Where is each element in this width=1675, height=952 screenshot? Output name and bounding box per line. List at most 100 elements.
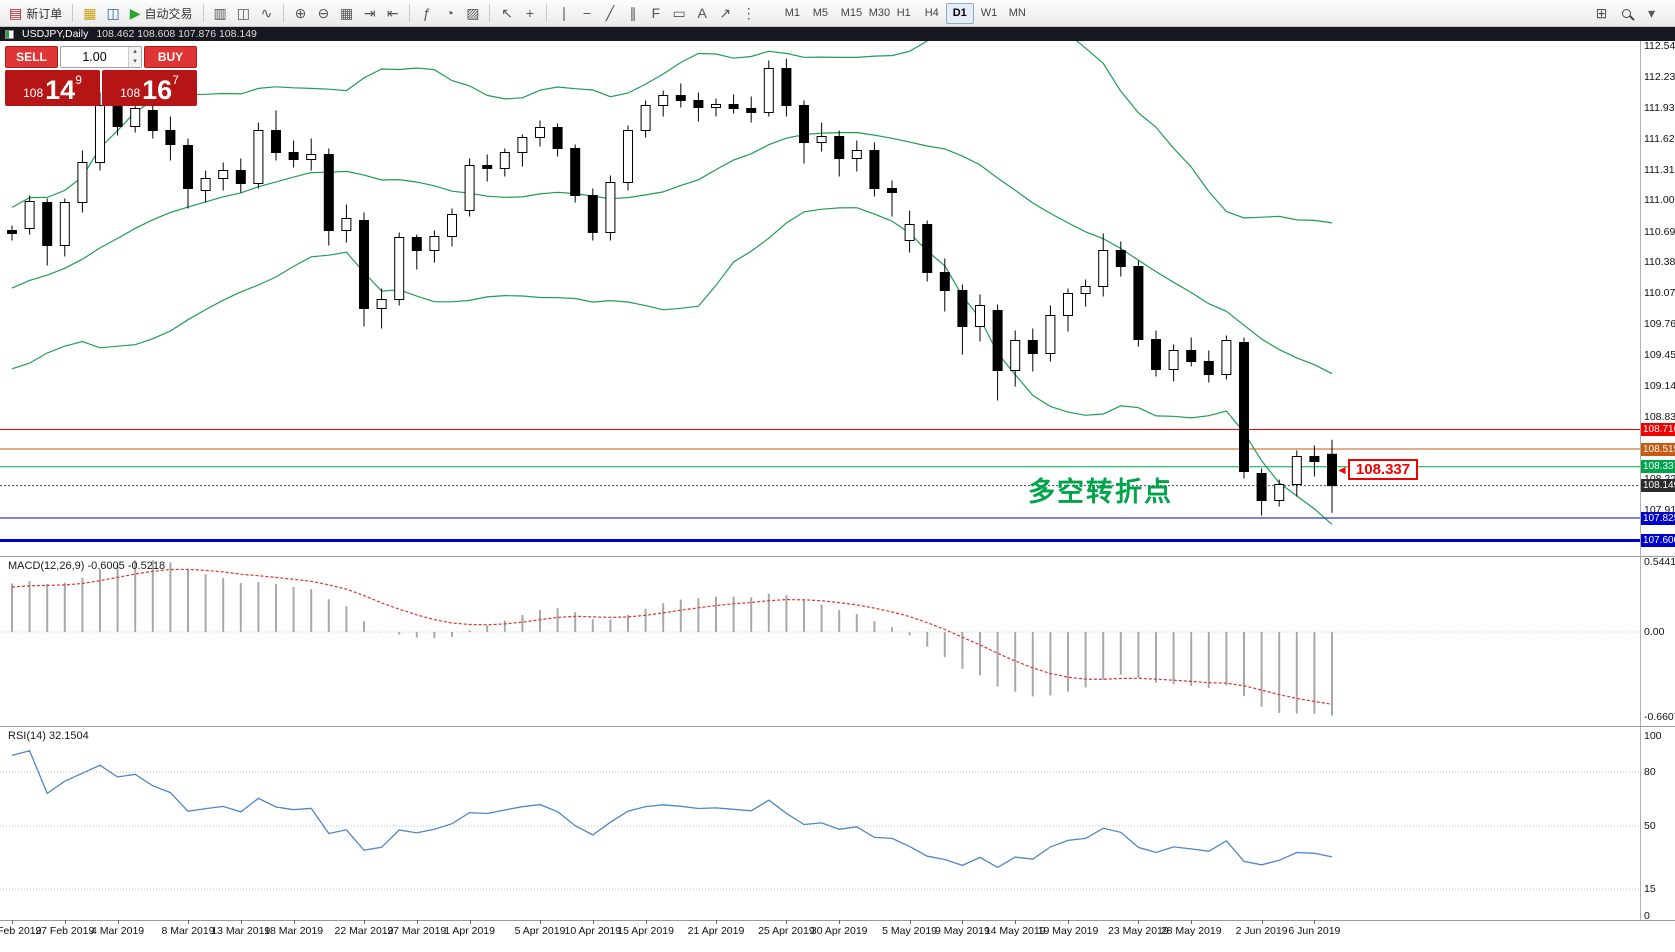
rsi-axis-label: 0 (1644, 910, 1650, 922)
chart-shift-button[interactable]: ⇤ (381, 2, 404, 24)
toolbar-buttons: ▤ 新订单 ▦ ◫ ▶ 自动交易 ▥ ◫ ∿ ⊕ ⊖ ▦ ⇥ ⇤ ƒ ◔ ▨ ↖ + ∣ − ╱ ∥ F ▭ A ↗ ⋮ (4, 2, 761, 24)
date-label: 25 Apr 2019 (758, 925, 815, 937)
fibonacci-button[interactable]: F (644, 2, 667, 24)
price-tick: 109.145 (1644, 380, 1675, 392)
date-tick (1314, 920, 1316, 924)
candlestick-chart-button[interactable]: ◫ (232, 2, 255, 24)
date-tick (1191, 920, 1193, 924)
date-label: 22 Feb 2019 (0, 925, 42, 937)
profiles-icon: ◫ (106, 5, 120, 21)
line-chart-button[interactable]: ∿ (255, 2, 278, 24)
arrow-tool-button[interactable]: ↗ (714, 2, 737, 24)
indicators-icon: ƒ (422, 5, 431, 21)
crosshair-button[interactable]: + (518, 2, 541, 24)
date-label: 18 Mar 2019 (264, 925, 324, 937)
channel-button[interactable]: ∥ (621, 2, 644, 24)
zoom-out-button[interactable]: ⊖ (312, 2, 335, 24)
price-tag-108.710: 108.710 (1641, 423, 1675, 436)
price-tag-108.515: 108.515 (1641, 442, 1675, 456)
bar-chart-button[interactable]: ▥ (209, 2, 232, 24)
timeframe-m1[interactable]: M1 (778, 3, 806, 24)
text-icon: A (697, 5, 707, 21)
new-chart-button[interactable]: ▦ (78, 2, 101, 24)
volume-up-icon[interactable]: ▴ (129, 47, 141, 57)
profiles-button[interactable]: ◫ (101, 2, 124, 24)
macd-panel-separator[interactable] (0, 556, 1675, 557)
auto-scroll-button[interactable]: ⇥ (358, 2, 381, 24)
autotrading-button[interactable]: ▶ 自动交易 (125, 2, 198, 24)
date-tick (469, 920, 471, 924)
text-button[interactable]: A (691, 2, 714, 24)
turning-point-annotation[interactable]: 多空转折点 (1028, 477, 1173, 507)
date-label: 2 Jun 2019 (1235, 925, 1288, 937)
toolbar-separator (546, 4, 548, 22)
tile-windows-button[interactable]: ▦ (335, 2, 358, 24)
date-tick (12, 920, 13, 924)
toolbar: ▤ 新订单 ▦ ◫ ▶ 自动交易 ▥ ◫ ∿ ⊕ ⊖ ▦ ⇥ ⇤ ƒ ◔ ▨ ↖ + ∣ − ╱ ∥ F ▭ A ↗ ⋮ M1 M5 M1… (0, 0, 1675, 27)
templates-button[interactable]: ▨ (461, 2, 484, 24)
rsi-axis-label: 100 (1644, 730, 1662, 742)
date-label: 13 Mar 2019 (211, 925, 271, 937)
fibonacci-icon: F (651, 5, 661, 21)
buy-button[interactable]: BUY (144, 46, 197, 68)
bid-big-digits: 14 (45, 75, 76, 105)
price-tick: 109.765 (1644, 318, 1675, 330)
timeframe-w1[interactable]: W1 (974, 3, 1002, 24)
cursor-button[interactable]: ↖ (495, 2, 518, 24)
timeframe-m30[interactable]: M30 (862, 3, 890, 24)
timeframe-mn[interactable]: MN (1002, 3, 1030, 24)
templates-icon: ▨ (466, 5, 480, 21)
price-tick: 108.835 (1644, 411, 1675, 423)
horizontal-line-button[interactable]: − (575, 2, 598, 24)
timeframe-d1[interactable]: D1 (945, 2, 974, 24)
tile-windows-icon: ▦ (339, 5, 354, 21)
price-tick: 111.005 (1644, 194, 1675, 206)
macd-axis-label: 0.5441 (1644, 555, 1675, 568)
toolbar-overflow-icon[interactable]: ▾ (1640, 2, 1663, 24)
timeframe-h1[interactable]: H1 (890, 3, 918, 24)
chart-shift-icon: ⇤ (386, 5, 399, 21)
trade-panel-controls: SELL ▴ ▾ BUY (5, 46, 197, 68)
volume-down-icon[interactable]: ▾ (129, 57, 141, 67)
volume-input[interactable] (61, 47, 128, 67)
shapes-button[interactable]: ▭ (667, 2, 690, 24)
trade-panel-prices: 108 14 9 108 16 7 (5, 70, 197, 106)
price-tag-107.600: 107.600 (1641, 534, 1675, 547)
vertical-line-button[interactable]: ∣ (552, 2, 575, 24)
timeframe-h4[interactable]: H4 (918, 3, 946, 24)
date-label: 10 Apr 2019 (564, 925, 622, 937)
candlestick-series (7, 58, 1337, 516)
new-order-button[interactable]: ▤ 新订单 (4, 2, 67, 24)
date-tick (364, 920, 365, 924)
grid-icon: ⊞ (1595, 5, 1608, 21)
ask-price[interactable]: 108 16 7 (102, 70, 197, 106)
zoom-in-button[interactable]: ⊕ (289, 2, 312, 24)
channel-icon: ∥ (629, 5, 637, 21)
rsi-panel-separator[interactable] (0, 726, 1675, 727)
price-callout[interactable]: ◄ 108.337 (1336, 459, 1419, 480)
timeframe-m15[interactable]: M15 (834, 3, 862, 24)
volume-spinner: ▴ ▾ (128, 47, 141, 67)
horizontal-lines[interactable] (0, 429, 1640, 542)
bid-price[interactable]: 108 14 9 (5, 70, 100, 106)
sell-button[interactable]: SELL (5, 46, 58, 68)
date-tick (909, 920, 911, 924)
callout-left-arrow-icon: ◄ (1336, 462, 1348, 477)
date-tick (1261, 920, 1263, 924)
trendline-icon: ╱ (605, 5, 615, 21)
search-button[interactable] (1615, 2, 1638, 24)
macd-axis-label: -0.6607 (1644, 711, 1675, 724)
date-tick (839, 920, 841, 924)
date-tick (240, 920, 242, 924)
date-label: 5 May 2019 (882, 925, 938, 937)
timeframe-m5[interactable]: M5 (806, 3, 834, 24)
periods-button[interactable]: ◔ (438, 2, 461, 24)
window-list-icon[interactable]: ⊞ (1590, 2, 1613, 24)
candlestick-chart-icon: ◫ (236, 5, 250, 21)
price-callout-value: 108.337 (1347, 459, 1419, 480)
trendline-button[interactable]: ╱ (598, 2, 621, 24)
indicators-button[interactable]: ƒ (415, 2, 438, 24)
cycle-lines-icon: ⋮ (741, 5, 756, 21)
ask-pipette: 7 (172, 73, 179, 87)
cycle-lines-button[interactable]: ⋮ (737, 2, 761, 24)
